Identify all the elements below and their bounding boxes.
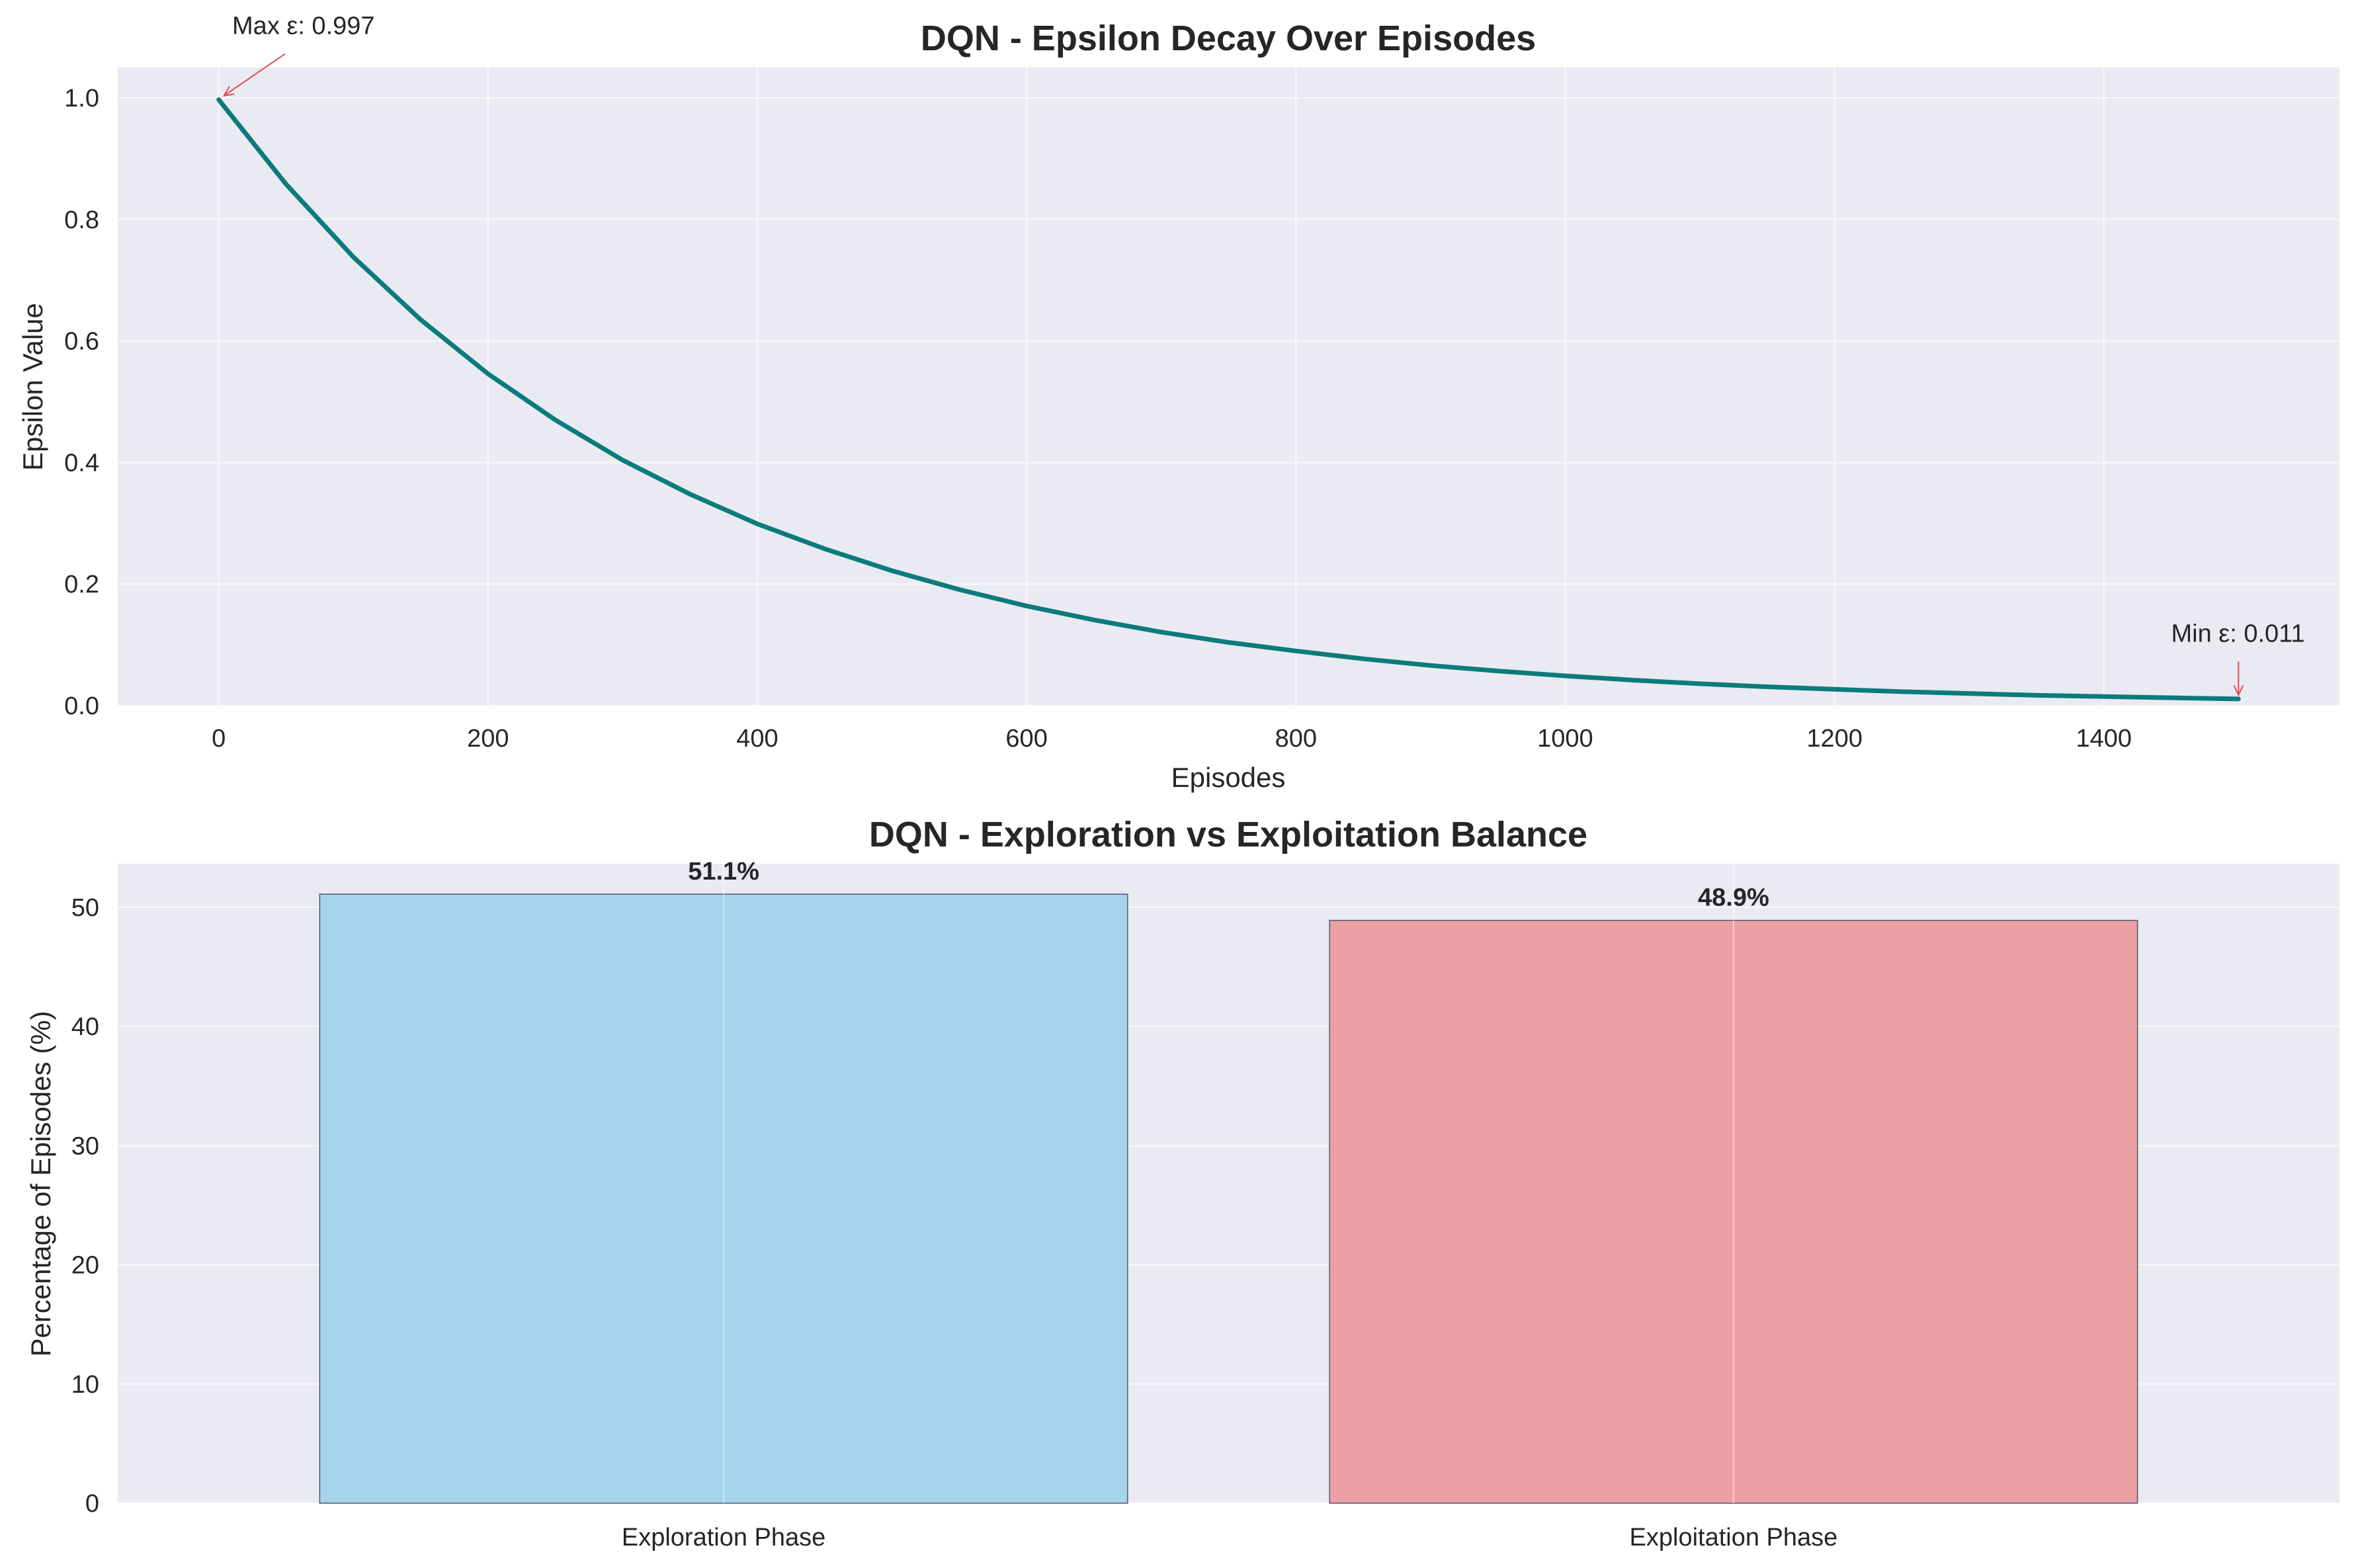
balance-y-tick-label: 20 (71, 1252, 99, 1280)
balance-y-axis-label: Percentage of Episodes (%) (25, 1011, 56, 1357)
balance-x-tick-label: Exploitation Phase (1630, 1524, 1838, 1551)
epsilon-y-tick-label: 0.0 (64, 692, 99, 720)
balance-x-tick-label: Exploration Phase (622, 1524, 825, 1551)
epsilon-x-tick-label: 800 (1275, 725, 1317, 753)
epsilon-annotation-arrow (224, 53, 286, 97)
epsilon-x-tick-label: 400 (736, 725, 778, 753)
balance-y-tick-label: 10 (71, 1371, 99, 1399)
balance-y-ticks: 0 10 20 30 40 50 (71, 894, 99, 1518)
epsilon-plot-area (118, 67, 2339, 706)
epsilon-x-tick-label: 600 (1005, 725, 1047, 753)
epsilon-y-tick-label: 0.2 (64, 571, 99, 598)
exploration-balance-chart: 51.1% 48.9% Exploration Phase Exploitation… (25, 815, 2339, 1551)
epsilon-x-tick-label: 1200 (1806, 725, 1863, 753)
balance-bar-value-label: 48.9% (1698, 884, 1769, 912)
epsilon-annotation-arrowhead (222, 86, 235, 97)
epsilon-y-tick-label: 1.0 (64, 85, 99, 112)
epsilon-x-tick-label: 200 (467, 725, 509, 753)
balance-x-ticks: Exploration Phase Exploitation Phase (622, 1524, 1837, 1551)
epsilon-y-axis-label: Epsilon Value (17, 303, 48, 471)
epsilon-chart-title: DQN - Epsilon Decay Over Episodes (921, 19, 1536, 58)
epsilon-y-tick-label: 0.8 (64, 206, 99, 234)
balance-y-tick-label: 50 (71, 894, 99, 922)
epsilon-y-ticks: 0.0 0.2 0.4 0.6 0.8 1.0 (64, 85, 99, 720)
epsilon-annotation-arrowhead (2233, 685, 2244, 697)
epsilon-x-tick-label: 1000 (1537, 725, 1593, 753)
balance-chart-title: DQN - Exploration vs Exploitation Balanc… (869, 815, 1587, 854)
balance-bar (319, 893, 1128, 1504)
epsilon-y-tick-label: 0.6 (64, 328, 99, 356)
epsilon-annotation-label: Min ε: 0.011 (2171, 620, 2305, 648)
epsilon-decay-line (216, 97, 2241, 702)
balance-bars: 51.1% 48.9% (319, 858, 2138, 1504)
epsilon-annotation-label: Max ε: 0.997 (232, 12, 375, 40)
epsilon-x-tick-label: 0 (212, 725, 226, 753)
epsilon-line-layer (216, 97, 2241, 702)
balance-y-tick-label: 0 (85, 1490, 99, 1518)
epsilon-y-tick-label: 0.4 (64, 449, 99, 477)
epsilon-x-tick-label: 1400 (2076, 725, 2132, 753)
epsilon-x-ticks: 0 200 400 600 800 1000 1200 1400 (212, 725, 2132, 753)
epsilon-decay-chart: Max ε: 0.997 Min ε: 0.011 0 200 400 600 800 10… (17, 12, 2339, 793)
epsilon-x-axis-label: Episodes (1171, 762, 1286, 793)
balance-y-tick-label: 30 (71, 1132, 99, 1160)
epsilon-annotations: Max ε: 0.997 Min ε: 0.011 (222, 12, 2305, 697)
balance-y-tick-label: 40 (71, 1013, 99, 1041)
balance-bar-value-label: 51.1% (688, 858, 759, 886)
epsilon-grid (118, 67, 2339, 706)
balance-bar (1329, 919, 2138, 1504)
